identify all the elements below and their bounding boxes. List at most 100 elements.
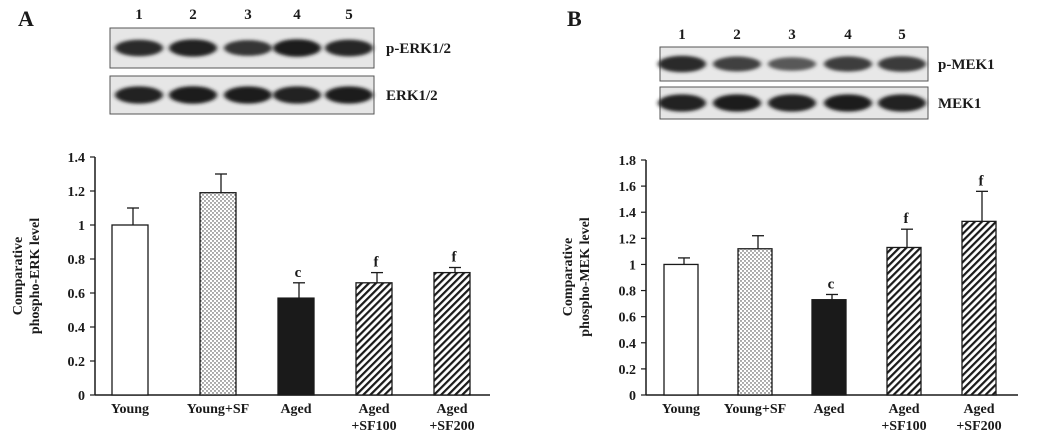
bar	[737, 248, 773, 396]
blot-label: p-MEK1	[938, 57, 995, 73]
significance-label: f	[452, 250, 458, 266]
y-tick-label: 1.2	[619, 232, 637, 247]
bar	[663, 263, 699, 396]
x-tick-label-line: Aged	[436, 402, 467, 417]
blot-band	[824, 56, 872, 72]
y-axis-label-line: phospho-ERK level	[28, 218, 43, 334]
lane-number: 1	[135, 7, 143, 23]
lane-number: 3	[244, 7, 252, 23]
y-tick-label: 1.2	[68, 185, 86, 200]
x-tick-label-line: Aged	[888, 402, 919, 417]
blot-band	[713, 94, 761, 112]
x-tick-label-line: Young	[111, 402, 149, 417]
panel-a: A 1 2 3 4 5 p-ERK1/2 ERK1/2 0 0.2 0.4 0.6 0.…	[11, 6, 490, 434]
x-tick-label: Aged +SF100	[881, 402, 926, 434]
x-tick-label: Aged +SF200	[429, 402, 474, 434]
y-tick-label: 1.4	[68, 151, 86, 166]
blot-label: ERK1/2	[386, 88, 438, 104]
x-tick-label: Young	[111, 402, 149, 417]
blot-a: 1 2 3 4 5 p-ERK1/2 ERK1/2	[109, 7, 451, 115]
bar	[886, 246, 922, 396]
x-tick-label: Aged +SF100	[351, 402, 396, 434]
x-tick-label-line: +SF100	[351, 419, 396, 434]
lane-number: 5	[345, 7, 353, 23]
panel-letter-a: A	[18, 6, 34, 31]
blot-b: 1 2 3 4 5 p-MEK1 MEK1	[658, 27, 995, 120]
blot-strip-p-mek1	[658, 46, 929, 82]
lane-number: 4	[844, 27, 852, 43]
y-tick-label: 0.8	[68, 253, 86, 268]
blot-band	[713, 56, 761, 72]
bar-chart-mek: 0 0.2 0.4 0.6 0.8 1 1.2 1.4 1.6 1.8 Comparative pho…	[561, 154, 1018, 434]
y-tick-label: 0.6	[619, 311, 637, 326]
bar	[111, 224, 149, 396]
bar	[811, 299, 847, 396]
y-axis-label-line: Comparative	[11, 237, 26, 316]
y-tick-label: 0.8	[619, 285, 637, 300]
lane-number: 2	[189, 7, 197, 23]
x-tick-label: Young+SF	[187, 402, 249, 417]
x-tick-label-line: Aged	[358, 402, 389, 417]
x-tick-label-line: Aged	[280, 402, 311, 417]
panel-b: B 1 2 3 4 5 p-MEK1 MEK1 0 0.2 0.4 0.6 0.8 1 1.…	[561, 6, 1018, 434]
x-tick-label-line: Aged	[813, 402, 844, 417]
y-tick-label: 1.6	[619, 180, 637, 195]
x-tick-label-line: +SF200	[429, 419, 474, 434]
x-tick-label: Young	[662, 402, 700, 417]
bar	[277, 297, 315, 396]
y-tick-label: 1	[629, 258, 636, 273]
y-axis-label: Comparative phospho-MEK level	[561, 217, 593, 337]
blot-band	[824, 94, 872, 112]
blot-band	[169, 86, 217, 104]
y-tick-label: 0.4	[68, 321, 86, 336]
y-tick-label: 0	[629, 389, 636, 404]
y-tick-label: 1	[78, 219, 85, 234]
lane-number: 2	[733, 27, 741, 43]
bar	[433, 271, 471, 396]
blot-band	[878, 94, 926, 112]
blot-strip-erk	[109, 75, 375, 115]
blot-band	[325, 39, 373, 57]
blot-strip-mek1	[658, 86, 929, 120]
lane-number: 4	[293, 7, 301, 23]
blot-band	[768, 94, 816, 112]
x-tick-label-line: Young+SF	[187, 402, 249, 417]
lane-number: 3	[788, 27, 796, 43]
blot-band	[115, 39, 163, 57]
significance-label: c	[295, 265, 302, 281]
x-tick-label: Aged	[813, 402, 844, 417]
y-tick-label: 0.6	[68, 287, 86, 302]
blot-band	[224, 86, 272, 104]
x-tick-label: Young+SF	[724, 402, 786, 417]
lane-number: 5	[898, 27, 906, 43]
blot-band	[169, 39, 217, 57]
significance-label: f	[374, 255, 380, 271]
blot-band	[658, 94, 706, 112]
bar	[961, 220, 997, 396]
x-tick-label: Aged +SF200	[956, 402, 1001, 434]
significance-label: c	[828, 276, 835, 292]
y-axis-label-line: phospho-MEK level	[578, 217, 593, 337]
x-tick-label-line: +SF100	[881, 419, 926, 434]
blot-band	[325, 86, 373, 104]
y-axis-label-line: Comparative	[561, 238, 576, 317]
significance-label: f	[979, 173, 985, 189]
blot-band	[115, 86, 163, 104]
blot-band	[878, 56, 926, 72]
bar	[199, 192, 237, 396]
significance-label: f	[904, 211, 910, 227]
y-tick-label: 0	[78, 389, 85, 404]
blot-band	[768, 57, 816, 71]
x-tick-label-line: +SF200	[956, 419, 1001, 434]
blot-label: p-ERK1/2	[386, 41, 451, 57]
bar	[355, 282, 393, 396]
blot-band	[273, 86, 321, 104]
y-axis-label: Comparative phospho-ERK level	[11, 218, 43, 334]
x-tick-label: Aged	[280, 402, 311, 417]
y-tick-label: 1.4	[619, 206, 637, 221]
blot-strip-p-erk	[109, 27, 375, 69]
lane-number: 1	[678, 27, 686, 43]
x-tick-label-line: Young	[662, 402, 700, 417]
blot-band	[658, 55, 706, 73]
